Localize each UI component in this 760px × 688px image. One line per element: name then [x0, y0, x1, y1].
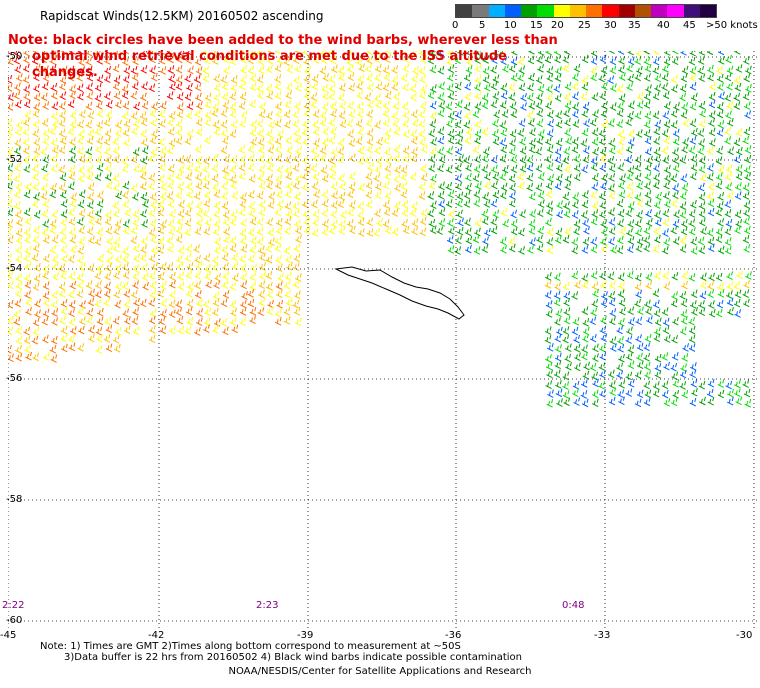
- scale-swatch: [553, 5, 570, 17]
- pass-time-label: 2:22: [2, 600, 25, 611]
- scale-swatch: [683, 5, 700, 17]
- longitude-label: -45: [0, 630, 17, 641]
- wind-barb-map: [8, 51, 760, 628]
- wind-barb-field: [8, 51, 752, 408]
- wind-speed-scale-labels: 0 5 10 15 20 25 30 35 40 45 >50 knots: [452, 20, 760, 34]
- scale-label: 30: [604, 20, 617, 31]
- footnote-line: 3)Data buffer is 22 hrs from 20160502 4)…: [64, 652, 522, 663]
- longitude-label: -39: [297, 630, 314, 641]
- latitude-label: -58: [6, 494, 23, 505]
- pass-time-label: 0:48: [562, 600, 585, 611]
- scale-swatch: [456, 5, 473, 17]
- latitude-label: -50: [6, 51, 23, 62]
- scale-swatch: [634, 5, 651, 17]
- scale-swatch: [521, 5, 538, 17]
- pass-time-label: 2:23: [256, 600, 279, 611]
- scale-label: 35: [628, 20, 641, 31]
- longitude-label: -33: [594, 630, 611, 641]
- latitude-label: -60: [6, 615, 23, 626]
- scale-label: 45: [683, 20, 696, 31]
- scale-swatch: [618, 5, 635, 17]
- latitude-label: -56: [6, 373, 23, 384]
- contamination-note: Note: black circles have been added to t…: [8, 33, 568, 81]
- scale-label: 15: [530, 20, 543, 31]
- footnotes: Note: 1) Times are GMT 2)Times along bot…: [40, 641, 522, 663]
- longitude-label: -30: [736, 630, 753, 641]
- scale-label: 0: [452, 20, 459, 31]
- scale-label: 20: [551, 20, 564, 31]
- wind-speed-color-scale: [455, 4, 717, 18]
- note-line: optimal wind retrieval conditions are me…: [32, 49, 507, 80]
- scale-label: 5: [479, 20, 486, 31]
- longitude-label: -42: [148, 630, 165, 641]
- scale-label: 10: [504, 20, 517, 31]
- longitude-label: -36: [445, 630, 462, 641]
- scale-label: >50 knots: [706, 20, 758, 31]
- latitude-label: -54: [6, 263, 23, 274]
- scale-swatch: [569, 5, 586, 17]
- scale-swatch: [699, 5, 716, 17]
- lat-lon-grid: [8, 51, 760, 628]
- latitude-label: -52: [6, 154, 23, 165]
- footnote-line: Note: 1) Times are GMT 2)Times along bot…: [40, 641, 461, 652]
- credit-line: NOAA/NESDIS/Center for Satellite Applica…: [228, 666, 532, 677]
- south-georgia-coastline: [334, 266, 465, 320]
- scale-label: 25: [578, 20, 591, 31]
- scale-swatch: [602, 5, 619, 17]
- scale-label: 40: [657, 20, 670, 31]
- scale-swatch: [488, 5, 505, 17]
- scale-swatch: [504, 5, 521, 17]
- scale-swatch: [667, 5, 684, 17]
- scale-swatch: [586, 5, 603, 17]
- scale-swatch: [651, 5, 668, 17]
- note-line: Note: black circles have been added to t…: [8, 33, 558, 48]
- map-title: Rapidscat Winds(12.5KM) 20160502 ascendi…: [40, 9, 324, 23]
- scale-swatch: [537, 5, 554, 17]
- scale-swatch: [472, 5, 489, 17]
